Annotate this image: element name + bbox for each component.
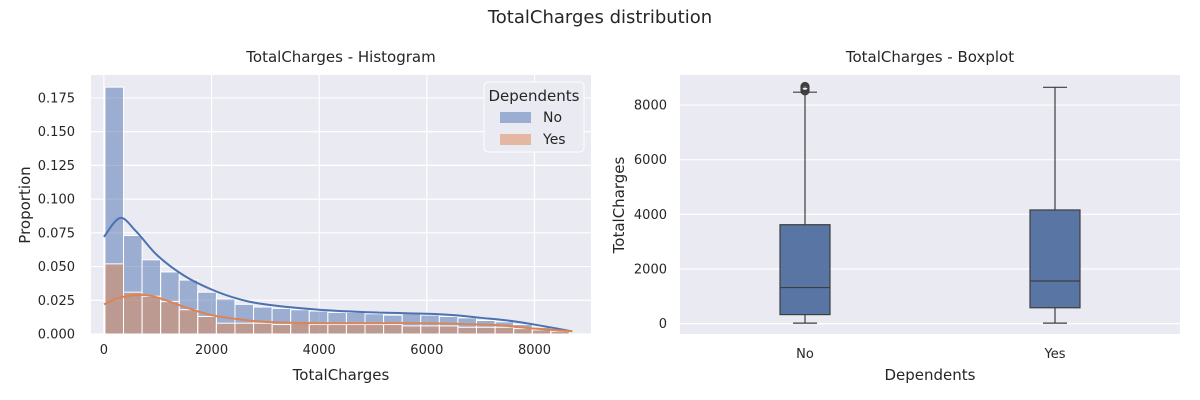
- kde-line-no: [103, 216, 573, 333]
- histogram-x-tick-label: 2000: [195, 343, 228, 358]
- histogram-y-tick-label: 0.150: [38, 125, 75, 140]
- histogram-x-tick-label: 4000: [303, 343, 336, 358]
- boxplot-grid: [680, 104, 1180, 325]
- histogram-bar-yes: [494, 326, 515, 335]
- histogram-bar-yes: [438, 325, 459, 335]
- boxplot-title: TotalCharges - Boxplot: [845, 48, 1014, 66]
- histogram-bar-yes: [308, 324, 329, 335]
- boxplot-boxes: [779, 81, 1081, 324]
- histogram-x-tick-label: 0: [100, 343, 108, 358]
- histogram-kde-lines: [103, 216, 573, 333]
- legend-label-no: No: [543, 110, 562, 126]
- histogram-bar-yes: [290, 322, 310, 335]
- histogram-bar-yes: [401, 325, 422, 335]
- histogram-bar-yes: [327, 324, 347, 335]
- histogram-y-tick-label: 0.100: [38, 193, 75, 208]
- boxplot-box-no: [779, 81, 831, 324]
- histogram-x-tick-label: 6000: [410, 343, 443, 358]
- histogram-y-tick-label: 0.075: [38, 226, 75, 241]
- histogram-bar-yes: [420, 325, 440, 335]
- histogram-bar-yes: [364, 324, 385, 335]
- boxplot-plot-area: [680, 75, 1180, 334]
- histogram-x-tick-label: 8000: [518, 343, 551, 358]
- histogram-y-ticks: 0.000 0.025 0.050 0.075 0.100 0.125 0.150 0.175: [38, 91, 75, 342]
- histogram-x-ticks: 0 2000 4000 6000 8000: [100, 343, 551, 358]
- histogram-y-tick-label: 0.025: [38, 294, 75, 309]
- histogram-y-tick-label: 0.175: [38, 91, 75, 106]
- histogram-bar-yes: [271, 324, 292, 335]
- figure-title: TotalCharges distribution: [487, 7, 712, 28]
- legend-swatch-no: [500, 112, 531, 123]
- histogram-bar-yes: [178, 309, 199, 335]
- histogram-bar-yes: [383, 324, 403, 335]
- boxplot-x-label: Dependents: [885, 366, 976, 384]
- outlier-point: [800, 81, 810, 92]
- histogram-y-label: Proportion: [16, 166, 34, 243]
- legend-label-yes: Yes: [542, 132, 566, 148]
- kde-line-yes: [103, 293, 573, 333]
- legend-swatch-yes: [500, 134, 531, 145]
- histogram-y-tick-label: 0.125: [38, 159, 75, 174]
- histogram-panel: 0 2000 4000 6000 8000 0.0000.0250.0500.0750.…: [16, 48, 591, 384]
- boxplot-panel: 0 2000 4000 6000 8000 No Yes TotalCharges - B…: [610, 48, 1180, 384]
- histogram-bar-yes: [513, 328, 533, 335]
- histogram-bar-yes: [215, 322, 236, 335]
- histogram-bar-yes: [141, 295, 162, 335]
- boxplot-y-tick-label: 0: [659, 317, 667, 332]
- boxplot-x-ticks: No Yes: [796, 347, 1066, 362]
- boxplot-y-tick-label: 2000: [634, 262, 667, 277]
- histogram-bar-yes: [160, 301, 180, 335]
- histogram-bar-yes: [457, 326, 477, 335]
- boxplot-x-tick-label: No: [796, 347, 814, 362]
- histogram-y-tick-label: 0.050: [38, 260, 75, 275]
- histogram-bar-yes: [345, 324, 366, 335]
- histogram-y-tick-label: 0.000: [38, 328, 75, 343]
- histogram-x-label: TotalCharges: [292, 366, 390, 384]
- boxplot-y-tick-label: 6000: [634, 153, 667, 168]
- boxplot-y-label: TotalCharges: [610, 156, 628, 254]
- histogram-bar-yes: [253, 322, 273, 335]
- boxplot-box-yes: [1029, 86, 1081, 324]
- boxplot-x-tick-label: Yes: [1044, 347, 1066, 362]
- histogram-bar-yes: [197, 315, 217, 335]
- histogram-legend: Dependents No Yes: [483, 81, 585, 153]
- box-iqr: [779, 224, 831, 316]
- histogram-bar-yes: [123, 291, 143, 335]
- box-iqr: [1029, 209, 1081, 309]
- boxplot-y-ticks: 0 2000 4000 6000 8000: [634, 99, 667, 333]
- histogram-bar-yes: [234, 322, 255, 335]
- histogram-bars-yes: [104, 263, 570, 335]
- boxplot-y-tick-label: 4000: [634, 208, 667, 223]
- legend-title: Dependents: [489, 87, 580, 105]
- boxplot-y-tick-label: 8000: [634, 99, 667, 114]
- histogram-bar-yes: [475, 326, 496, 335]
- histogram-title: TotalCharges - Histogram: [245, 48, 435, 66]
